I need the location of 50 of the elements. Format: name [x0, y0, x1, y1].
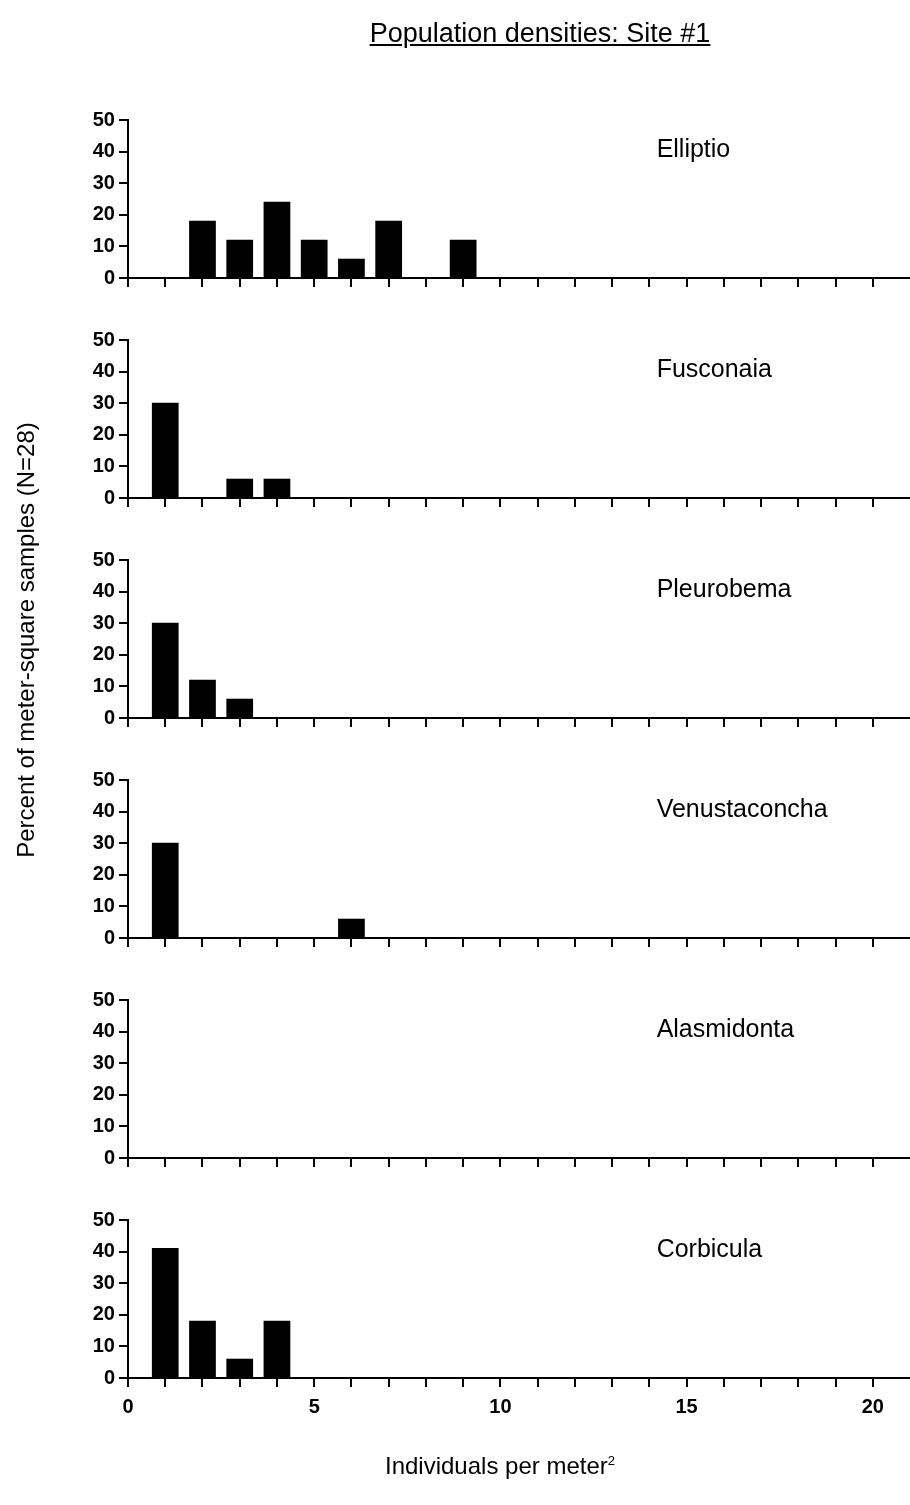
y-tick-label: 20	[92, 422, 115, 445]
y-axis-title: Percent of meter-square samples (N=28)	[12, 422, 40, 858]
y-tick-label: 20	[92, 1302, 115, 1325]
y-tick-label: 10	[92, 893, 115, 916]
y-tick-label: 20	[92, 862, 115, 885]
x-tick-label: 20	[861, 1394, 884, 1417]
y-tick-label: 0	[103, 1145, 115, 1168]
y-tick-label: 0	[103, 925, 115, 948]
y-tick-label: 40	[92, 139, 115, 162]
y-tick-label: 0	[103, 705, 115, 728]
y-tick-label: 30	[92, 390, 115, 413]
annotation: Alasmidonta	[656, 1013, 795, 1042]
y-tick-label: 50	[92, 767, 115, 790]
y-tick-label: 50	[92, 107, 115, 130]
y-tick-label: 10	[92, 673, 115, 696]
y-tick-label: 10	[92, 233, 115, 256]
y-tick-label: 10	[92, 1113, 115, 1136]
y-tick-label: 30	[92, 830, 115, 853]
y-tick-label: 40	[92, 1239, 115, 1262]
chart-title: Population densities: Site #1	[368, 18, 712, 49]
y-tick-label: 10	[92, 453, 115, 476]
y-tick-label: 30	[92, 170, 115, 193]
y-tick-label: 40	[92, 1019, 115, 1042]
y-tick-label: 20	[92, 202, 115, 225]
y-tick-label: 20	[92, 642, 115, 665]
annotation: Venustaconcha	[656, 793, 828, 822]
x-axis-title: Individuals per meter$^{2}$	[384, 1452, 616, 1480]
annotation: Elliptio	[656, 133, 731, 162]
y-tick-label: 10	[92, 1333, 115, 1356]
annotation: Pleurobema	[656, 573, 792, 602]
y-tick-label: 30	[92, 1270, 115, 1293]
x-tick-label: 10	[489, 1394, 512, 1417]
y-tick-label: 0	[103, 265, 115, 288]
y-tick-label: 0	[103, 1365, 115, 1388]
y-tick-label: 50	[92, 327, 115, 350]
annotation: Fusconaia	[656, 353, 773, 382]
y-tick-label: 50	[92, 547, 115, 570]
x-tick-label: 0	[122, 1394, 134, 1417]
y-tick-label: 40	[92, 579, 115, 602]
y-tick-label: 30	[92, 610, 115, 633]
annotation: Corbicula	[656, 1233, 763, 1262]
y-tick-label: 40	[92, 799, 115, 822]
y-tick-label: 30	[92, 1050, 115, 1073]
y-tick-label: 0	[103, 485, 115, 508]
x-tick-label: 5	[308, 1394, 320, 1417]
x-tick-label: 15	[675, 1394, 698, 1417]
y-tick-label: 50	[92, 1207, 115, 1230]
y-tick-label: 50	[92, 987, 115, 1010]
y-tick-label: 40	[92, 359, 115, 382]
y-tick-label: 20	[92, 1082, 115, 1105]
